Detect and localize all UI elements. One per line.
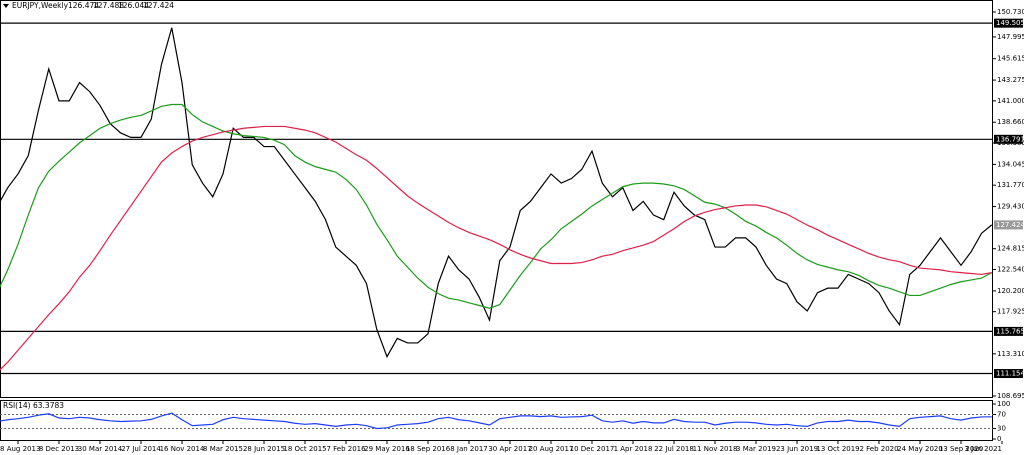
x-tick-label: 11 Nov 2018 xyxy=(693,445,738,453)
symbol: EURJPY,Weekly xyxy=(12,1,69,10)
x-tick-label: 20 Aug 2017 xyxy=(529,445,574,453)
x-tick-label: 24 May 2020 xyxy=(897,445,943,453)
x-tick-label: 16 Nov 2014 xyxy=(160,445,205,453)
x-tick-label: 23 Jun 2019 xyxy=(776,445,818,453)
x-tick-label: 22 Jul 2018 xyxy=(654,445,694,453)
last-price-label: 127.424 xyxy=(996,221,1024,229)
level-box xyxy=(994,369,1023,379)
menu-arrow xyxy=(3,4,9,8)
level-box xyxy=(994,18,1023,28)
x-tick-label: 30 Mar 2014 xyxy=(78,445,123,453)
ohlc-close: 127.424 xyxy=(143,1,174,10)
x-tick-label: 3 Jan 2021 xyxy=(964,445,1002,453)
level-box xyxy=(994,326,1023,336)
ohlc-low: 126.044 xyxy=(118,1,149,10)
y-tick-label: 141.000 xyxy=(997,97,1024,105)
x-tick-label: 30 Apr 2017 xyxy=(488,445,531,453)
rsi-title: RSI(14) xyxy=(3,401,31,410)
level-box xyxy=(994,134,1023,144)
x-tick-label: 8 Dec 2013 xyxy=(39,445,79,453)
y-tick-label: 113.310 xyxy=(997,350,1024,358)
x-tick-label: 10 Dec 2017 xyxy=(570,445,615,453)
x-tick-label: 1 Apr 2018 xyxy=(614,445,653,453)
y-tick-label: 147.995 xyxy=(997,33,1024,41)
y-tick-label: 138.660 xyxy=(997,118,1024,126)
x-tick-label: 3 Mar 2019 xyxy=(736,445,776,453)
x-tick-label: 29 May 2016 xyxy=(364,445,410,453)
x-tick-label: 2 Feb 2020 xyxy=(859,445,898,453)
ohlc-high: 127.488 xyxy=(93,1,124,10)
x-tick-label: 18 Sep 2016 xyxy=(406,445,451,453)
x-tick-label: 7 Feb 2016 xyxy=(326,445,366,453)
y-tick-label: 129.430 xyxy=(997,203,1024,211)
y-tick-label: 70 xyxy=(997,411,1006,419)
y-tick-label: 0 xyxy=(997,435,1001,443)
y-tick-label: 145.615 xyxy=(997,55,1024,63)
y-tick-label: 124.815 xyxy=(997,245,1024,253)
level-label: 136.791 xyxy=(996,135,1024,143)
y-tick-label: 122.540 xyxy=(997,266,1024,274)
series-line xyxy=(0,103,993,309)
y-tick-label: 120.200 xyxy=(997,287,1024,295)
x-tick-label: 8 Mar 2015 xyxy=(203,445,243,453)
x-tick-label: 27 Jul 2014 xyxy=(121,445,161,453)
y-tick-label: 30 xyxy=(997,425,1006,433)
series-line xyxy=(0,125,992,371)
y-tick-label: 117.925 xyxy=(997,308,1024,316)
x-tick-label: 18 Oct 2015 xyxy=(283,445,326,453)
x-tick-label: 8 Jan 2017 xyxy=(450,445,488,453)
main-frame xyxy=(0,0,993,398)
series-line xyxy=(0,412,992,430)
y-tick-label: 100 xyxy=(997,400,1010,408)
x-tick-label: 28 Jun 2015 xyxy=(243,445,285,453)
y-tick-label: 134.045 xyxy=(997,160,1024,168)
x-tick-label: 13 Oct 2019 xyxy=(816,445,859,453)
rsi-last-value: 63.3783 xyxy=(33,401,64,410)
level-label: 149.505 xyxy=(996,19,1024,27)
last-price-box xyxy=(994,220,1023,230)
x-tick-label: 13 Sep 2020 xyxy=(939,445,983,453)
ohlc-open: 126.474 xyxy=(68,1,99,10)
y-tick-label: 131.770 xyxy=(997,181,1024,189)
level-label: 111.154 xyxy=(996,370,1024,378)
series-line xyxy=(0,27,993,359)
y-tick-label: 108.695 xyxy=(997,392,1024,400)
y-tick-label: 143.275 xyxy=(997,76,1024,84)
x-tick-label: 18 Aug 2013 xyxy=(0,445,40,453)
level-label: 115.765 xyxy=(996,327,1024,335)
y-tick-label: 150.730 xyxy=(997,8,1024,16)
